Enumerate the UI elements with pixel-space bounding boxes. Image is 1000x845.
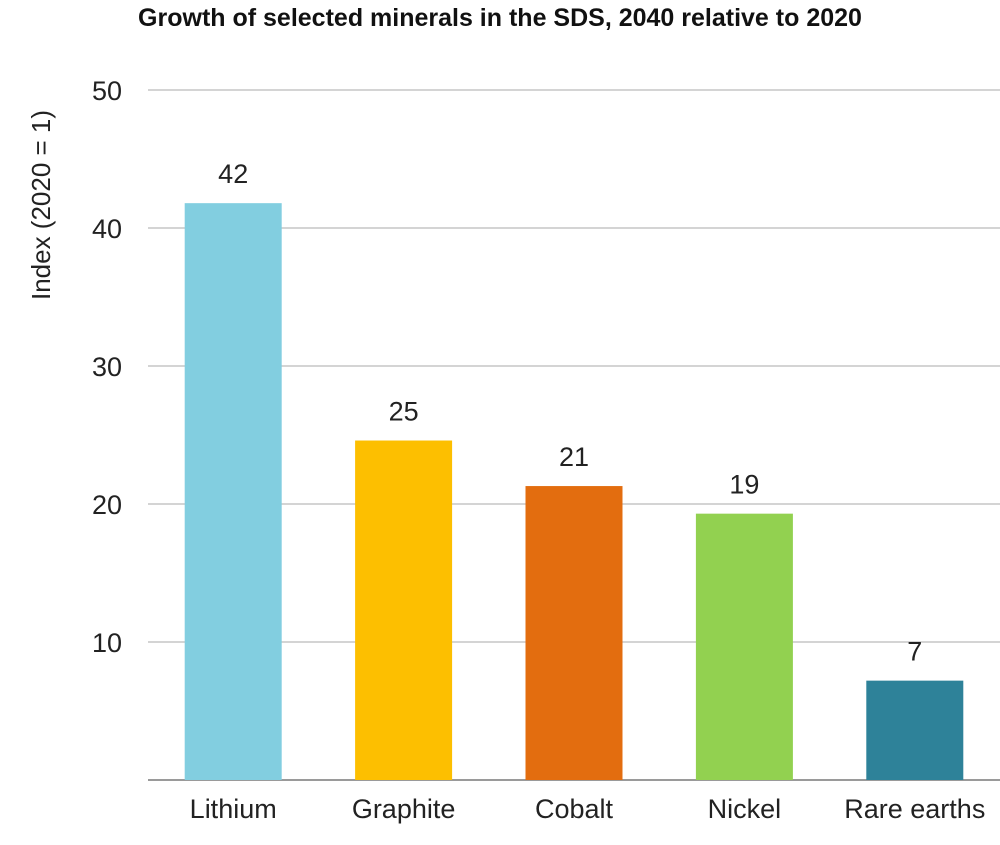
category-label: Rare earths xyxy=(844,794,985,824)
data-label: 19 xyxy=(729,470,759,500)
bar-lithium xyxy=(184,203,282,780)
category-label: Nickel xyxy=(708,794,782,824)
data-label: 42 xyxy=(218,159,248,189)
bar-graphite xyxy=(355,440,453,780)
y-tick-label: 20 xyxy=(92,490,122,520)
y-tick-label: 10 xyxy=(92,628,122,658)
y-axis-title: Index (2020 = 1) xyxy=(26,110,56,300)
bar-cobalt xyxy=(525,486,623,780)
bar-rare-earths xyxy=(866,680,964,780)
data-label: 7 xyxy=(907,637,922,667)
y-tick-label: 30 xyxy=(92,352,122,382)
chart-title: Growth of selected minerals in the SDS, … xyxy=(138,4,862,32)
category-label: Cobalt xyxy=(535,794,614,824)
y-tick-label: 50 xyxy=(92,76,122,106)
data-label: 25 xyxy=(389,397,419,427)
y-tick-label: 40 xyxy=(92,214,122,244)
category-label: Lithium xyxy=(190,794,277,824)
category-label: Graphite xyxy=(352,794,456,824)
bar-nickel xyxy=(695,513,793,780)
data-label: 21 xyxy=(559,442,589,472)
